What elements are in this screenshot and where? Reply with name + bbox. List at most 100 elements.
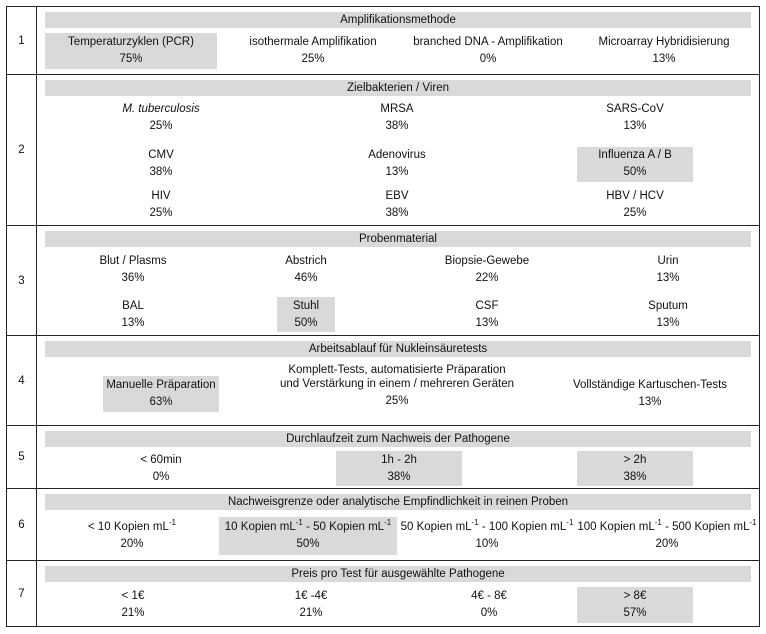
section-header: Probenmaterial [45,231,751,247]
highlight-box [45,33,217,69]
unit-base: Kopien mL [329,521,385,533]
option-label: > 8€ [623,590,647,602]
option-value: 20% [655,538,679,550]
highlight-box [577,147,693,182]
option-cell: 1h - 2h 38% [336,454,462,483]
highlight-box [577,587,693,623]
highlight-box [103,376,219,412]
unit-exponent: -1 [295,518,303,528]
option-label: Temperaturzyklen (PCR) [68,36,194,48]
option-label: HBV / HCV [606,190,664,202]
option-label: Microarray Hybridisierung [598,36,730,48]
option-value: 38% [149,166,173,178]
row-3: 3 Probenmaterial Blut / Plasms 36% Abstr… [6,226,760,336]
option-value: 13% [385,166,409,178]
option-value: 57% [623,607,647,619]
option-label: SARS-CoV [606,103,664,115]
option-label: Influenza A / B [598,149,672,161]
option-value: 50% [294,317,318,329]
option-cell: Abstrich 46% [221,255,391,284]
option-cell: < 10 Kopien mL-1 20% [45,519,219,550]
highlight-box [277,297,335,332]
option-label: MRSA [380,103,414,115]
option-label: CSF [475,300,499,312]
option-label: HIV [151,190,171,202]
option-value: 13% [656,317,680,329]
section-header: Amplifikationsmethode [45,12,751,28]
option-cell: CMV 38% [45,149,277,178]
option-label: Urin [657,255,679,267]
option-value: 25% [385,395,409,407]
option-label: 4€ - 8€ [471,590,507,602]
row-4: 4 Arbeitsablauf für Nukleinsäuretests Ma… [6,336,760,426]
option-cell: Temperaturzyklen (PCR) 75% [45,36,217,65]
row-5: 5 Durchlaufzeit zum Nachweis der Pathoge… [6,426,760,489]
option-value: 38% [623,471,647,483]
row-number: 7 [7,561,37,626]
option-label: Sputum [648,300,688,312]
option-label-prefix: 50 Kopien mL [400,521,472,533]
option-value: 10% [475,538,499,550]
unit-exponent: -1 [566,518,574,528]
option-cell: CSF 13% [391,300,583,329]
option-cell: MRSA 38% [277,103,517,132]
option-value: 21% [121,607,145,619]
option-value: 0% [480,607,498,619]
section-header: Durchlaufzeit zum Nachweis der Pathogene [45,431,751,447]
option-label: Manuelle Präparation [106,379,216,391]
section-header: Arbeitsablauf für Nukleinsäuretests [45,341,751,357]
row-number: 2 [7,75,37,225]
option-cell: M. tuberculosis 25% [45,103,277,132]
option-label-line1: Komplett-Tests, automatisierte Präparati… [288,364,506,376]
option-cell: 100 Kopien mL-1 - 500 Kopien mL-1 20% [577,518,757,550]
option-value: 38% [385,207,409,219]
option-value: 0% [152,471,170,483]
option-label: < 60min [140,454,182,466]
option-label: 50 Kopien mL-1 - 100 Kopien mL-1 [399,518,575,533]
option-label: EBV [385,190,409,202]
option-label-prefix: < 10 [87,521,111,533]
unit-exponent: -1 [654,518,662,528]
option-label-mid: - 50 [302,521,326,533]
row-7: 7 Preis pro Test für ausgewählte Pathoge… [6,561,760,627]
option-cell: > 2h 38% [577,454,693,483]
row-2: 2 Zielbakterien / Viren M. tuberculosis … [6,75,760,226]
unit-exponent: -1 [749,518,757,528]
option-value: 25% [623,207,647,219]
option-cell: HBV / HCV 25% [517,190,753,219]
option-label: Stuhl [292,300,320,312]
unit-base: Kopien mL [694,521,750,533]
option-cell: Vollständige Kartuschen-Tests 13% [547,379,753,408]
option-value: 20% [120,538,144,550]
option-label: > 2h [623,454,647,466]
option-cell: Stuhl 50% [277,300,335,329]
option-cell: Urin 13% [583,255,753,284]
option-label: CMV [148,149,174,161]
unit-base: Kopien mL [113,521,169,533]
option-value: 22% [475,272,499,284]
option-label: Adenovirus [368,149,426,161]
unit-base: Kopien mL [511,521,567,533]
option-label: M. tuberculosis [122,103,200,115]
option-label-mid: - 100 [478,521,509,533]
option-value: 50% [623,166,647,178]
option-value: 0% [479,53,497,65]
unit-exponent: -1 [471,518,479,528]
option-label: Blut / Plasms [99,255,167,267]
row-number: 4 [7,336,37,425]
option-value: 46% [294,272,318,284]
option-cell: Komplett-Tests, automatisierte Präparati… [247,364,547,407]
unit-exponent: -1 [384,518,392,528]
option-value: 13% [475,317,499,329]
option-value: 63% [149,396,173,408]
option-value: 50% [296,538,320,550]
highlight-box [219,517,397,555]
option-value: 21% [299,607,323,619]
option-value: 13% [623,120,647,132]
option-value: 36% [121,272,145,284]
option-value: 13% [121,317,145,329]
option-cell: Sputum 13% [583,300,753,329]
option-cell: SARS-CoV 13% [517,103,753,132]
option-label-line2: und Verstärkung in einem / mehreren Gerä… [280,378,514,390]
option-cell: 10 Kopien mL-1 - 50 Kopien mL-1 50% [219,518,397,550]
